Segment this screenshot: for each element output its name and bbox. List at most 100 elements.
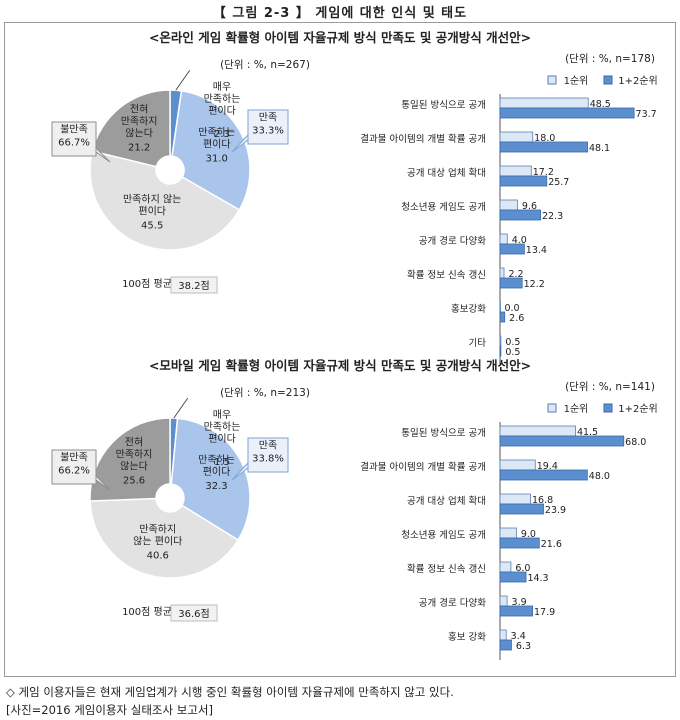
average-value: 36.6점 xyxy=(178,608,209,620)
bar-first-second xyxy=(499,605,533,617)
bar-value-first: 4.0 xyxy=(512,235,527,246)
satisfied-callout-box xyxy=(247,109,289,145)
callout-pointer xyxy=(95,474,111,491)
figure-title: 【 그림 2-3 】 게임에 대한 인식 및 태도 xyxy=(212,6,468,21)
bar-category-label: 홍보 강화 xyxy=(448,631,486,643)
bar-first xyxy=(499,595,508,607)
average-label: 100점 평균 xyxy=(122,606,172,618)
bar-first xyxy=(499,233,508,245)
bar-value-first-second: 0.5 xyxy=(505,347,520,358)
bar-value-first-second: 25.7 xyxy=(548,177,569,188)
bar-first-second xyxy=(499,107,635,119)
bar-first-second xyxy=(499,243,525,255)
bar-first xyxy=(499,97,589,109)
bar-value-first: 19.4 xyxy=(537,461,558,472)
bar-first-second xyxy=(499,277,523,289)
average-box xyxy=(170,276,218,294)
bar-value-first: 0.0 xyxy=(504,303,519,314)
bar-category-label: 청소년용 게임도 공개 xyxy=(401,529,486,541)
bar-first-second xyxy=(499,175,548,187)
legend-first-second: 1+2순위 xyxy=(618,402,658,415)
section-title: <모바일 게임 확률형 아이템 자율규제 방식 만족도 및 공개방식 개선안> xyxy=(149,358,531,373)
pie-unit-label: (단위 : %, n=267) xyxy=(220,58,310,71)
bar-value-first-second: 48.1 xyxy=(589,143,610,154)
average-label: 100점 평균 xyxy=(122,278,172,290)
bar-value-first-second: 23.9 xyxy=(545,505,566,516)
bar-category-label: 공개 대상 업체 확대 xyxy=(407,167,486,179)
bar-first-second xyxy=(499,639,512,651)
bar-value-first: 3.4 xyxy=(511,631,526,642)
pie-slice-value: 2.3 xyxy=(214,129,230,140)
bar-value-first-second: 13.4 xyxy=(526,245,547,256)
bar-first-second xyxy=(499,537,540,549)
pie-slice xyxy=(89,150,241,251)
bar-first xyxy=(499,493,531,505)
bar-first xyxy=(499,527,517,539)
bar-first-second xyxy=(499,345,502,357)
bar-value-first: 3.9 xyxy=(512,597,527,608)
bar-category-label: 확률 정보 신속 갱신 xyxy=(407,269,486,281)
bar-first xyxy=(499,335,502,347)
legend-swatch-first xyxy=(547,403,557,413)
legend-swatch-first-second xyxy=(603,403,613,413)
bar-value-first: 9.0 xyxy=(521,529,536,540)
bar-first xyxy=(499,199,518,211)
pie-slice-value: 31.0 xyxy=(206,153,228,164)
satisfied-callout: 만족 33.3% xyxy=(252,112,284,137)
bar-category-label: 홍보강화 xyxy=(451,303,486,315)
bar-first-second xyxy=(499,469,588,481)
bar-first-second xyxy=(499,209,541,221)
pie-slice-value: 21.2 xyxy=(128,143,150,154)
caption-source: [사진=2016 게임이용자 실태조사 보고서] xyxy=(6,703,213,717)
bar-category-label: 통일된 방식으로 공개 xyxy=(401,427,486,439)
bar-value-first-second: 2.6 xyxy=(509,313,524,324)
bar-value-first-second: 73.7 xyxy=(636,109,657,120)
pie-slice-label: 만족하지 않는 편이다 xyxy=(133,522,182,547)
bar-first xyxy=(499,629,507,641)
callout-pointer xyxy=(95,146,111,163)
pie-slice xyxy=(170,417,251,542)
bar-first xyxy=(499,425,576,437)
bar-value-first-second: 48.0 xyxy=(589,471,610,482)
pie-slice-label: 매우 만족하는 편이다 xyxy=(204,81,241,117)
figure-frame xyxy=(4,22,676,677)
bar-category-label: 공개 경로 다양화 xyxy=(419,597,486,609)
bar-value-first-second: 14.3 xyxy=(527,573,548,584)
pie-slice-label: 만족하는 편이다 xyxy=(198,125,235,150)
bar-category-label: 청소년용 게임도 공개 xyxy=(401,201,486,213)
bar-value-first: 0.5 xyxy=(505,337,520,348)
bar-value-first: 6.0 xyxy=(515,563,530,574)
bar-category-label: 공개 대상 업체 확대 xyxy=(407,495,486,507)
bar-first xyxy=(499,301,501,313)
bar-first xyxy=(499,561,512,573)
bar-value-first-second: 17.9 xyxy=(534,607,555,618)
callout-pointer xyxy=(231,461,249,481)
bar-first xyxy=(499,459,536,471)
section-title: <온라인 게임 확률형 아이템 자율규제 방식 만족도 및 공개방식 개선안> xyxy=(149,30,531,45)
bar-value-first-second: 22.3 xyxy=(542,211,563,222)
bar-value-first-second: 21.6 xyxy=(541,539,562,550)
pie-slice-value: 1.5 xyxy=(214,457,230,468)
pie-unit-label: (단위 : %, n=213) xyxy=(220,386,310,399)
bar-first-second xyxy=(499,311,506,323)
pie-slice-label: 만족하는 편이다 xyxy=(198,453,235,478)
bar-value-first: 18.0 xyxy=(534,133,555,144)
bar-value-first: 2.2 xyxy=(508,269,523,280)
bar-first xyxy=(499,267,505,279)
bar-first-second xyxy=(499,503,544,515)
caption-summary: ◇ 게임 이용자들은 현재 게임업계가 시행 중인 확률형 아이템 자율규제에 … xyxy=(6,685,454,699)
bar-first xyxy=(499,165,532,177)
bar-unit-label: (단위 : %, n=178) xyxy=(565,52,655,65)
bar-value-first: 48.5 xyxy=(590,99,611,110)
bar-value-first: 17.2 xyxy=(533,167,554,178)
satisfied-callout: 만족 33.8% xyxy=(252,440,284,465)
callout-pointer xyxy=(231,133,249,153)
pie-slice-value: 40.6 xyxy=(147,550,169,561)
bar-category-label: 공개 경로 다양화 xyxy=(419,235,486,247)
bar-category-label: 기타 xyxy=(469,338,487,349)
bar-first xyxy=(499,131,534,143)
pie-slice-value: 32.3 xyxy=(205,481,227,492)
bar-category-label: 확률 정보 신속 갱신 xyxy=(407,563,486,575)
legend-swatch-first-second xyxy=(603,75,613,85)
pie-slice xyxy=(171,89,251,211)
